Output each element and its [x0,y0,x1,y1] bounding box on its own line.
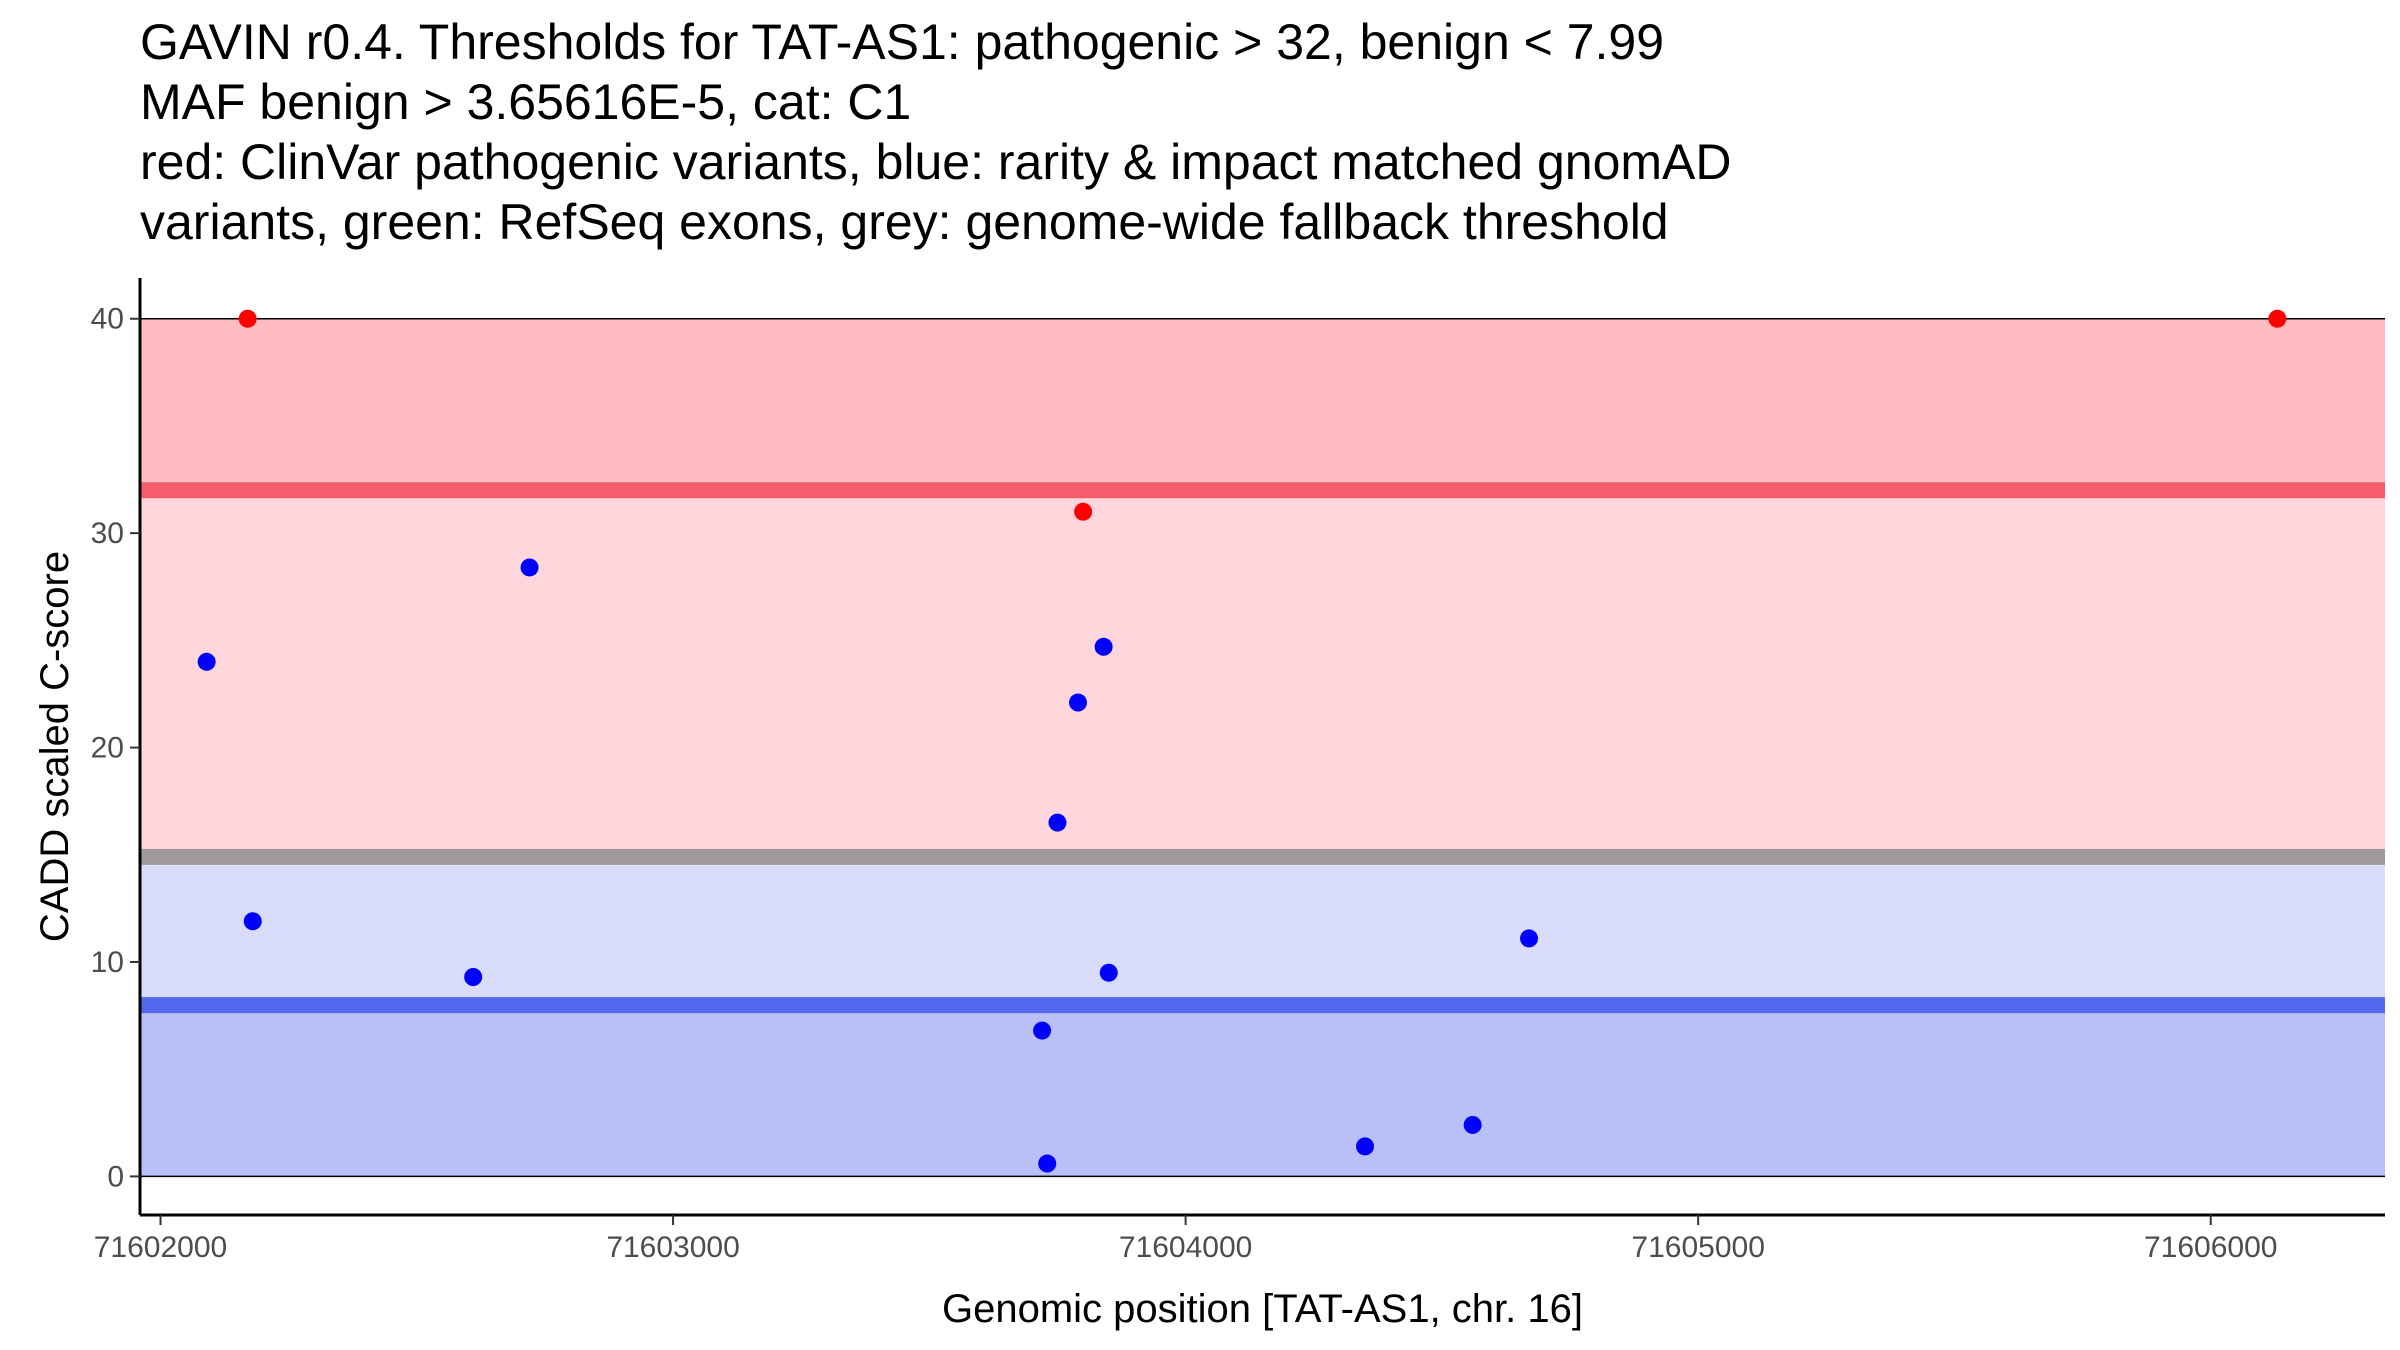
x-tick-label: 71604000 [1119,1231,1252,1264]
gnomad-variant-point [1356,1137,1375,1156]
gnomad-variant-point [1094,637,1113,656]
y-tick-label: 40 [91,303,124,336]
y-tick-label: 10 [91,946,124,979]
axes: 0 10 20 30 40 71602000 71603000 71604000 7160500… [91,278,2385,1264]
y-tick-label: 20 [91,732,124,765]
clinvar-pathogenic-point [1074,502,1093,521]
title-line-2: MAF benign > 3.65616E-5, cat: C1 [140,74,912,130]
y-tick-label: 0 [107,1160,124,1193]
gnomad-variant-point [1099,963,1118,982]
gnomad-variant-point [1068,693,1087,712]
clinvar-pathogenic-point [2268,309,2287,328]
data-points [197,309,2287,1173]
y-tick-label: 30 [91,517,124,550]
x-tick-label: 71603000 [606,1231,739,1264]
title-line-4: variants, green: RefSeq exons, grey: gen… [140,194,1669,250]
gnomad-variant-point [1463,1115,1482,1134]
threshold-bands [140,318,2385,1177]
band-pathogenic-zone [140,490,2385,857]
x-tick-label: 71605000 [1631,1231,1764,1264]
gnomad-variant-point [197,652,216,671]
y-axis-title: CADD scaled C-score [33,551,77,942]
x-axis-title: Genomic position [TAT-AS1, chr. 16] [942,1287,1583,1331]
chart-title: GAVIN r0.4. Thresholds for TAT-AS1: path… [140,12,2380,252]
x-tick-label: 71602000 [94,1231,227,1264]
band-pathogenic-above [140,318,2385,491]
gnomad-variant-point [1033,1021,1052,1040]
gnomad-variant-point [1038,1154,1057,1173]
threshold-lines [140,317,2385,1178]
gnomad-variant-point [1520,929,1539,948]
x-tick-label: 71606000 [2144,1231,2277,1264]
gnomad-variant-point [520,558,539,577]
band-benign-below [140,1005,2385,1177]
band-benign-zone [140,856,2385,1006]
title-line-1: GAVIN r0.4. Thresholds for TAT-AS1: path… [140,14,1665,70]
clinvar-pathogenic-point [238,309,257,328]
gnomad-variant-point [243,912,262,931]
gnomad-variant-point [464,967,483,986]
title-line-3: red: ClinVar pathogenic variants, blue: … [140,134,1732,190]
gnomad-variant-point [1048,813,1067,832]
